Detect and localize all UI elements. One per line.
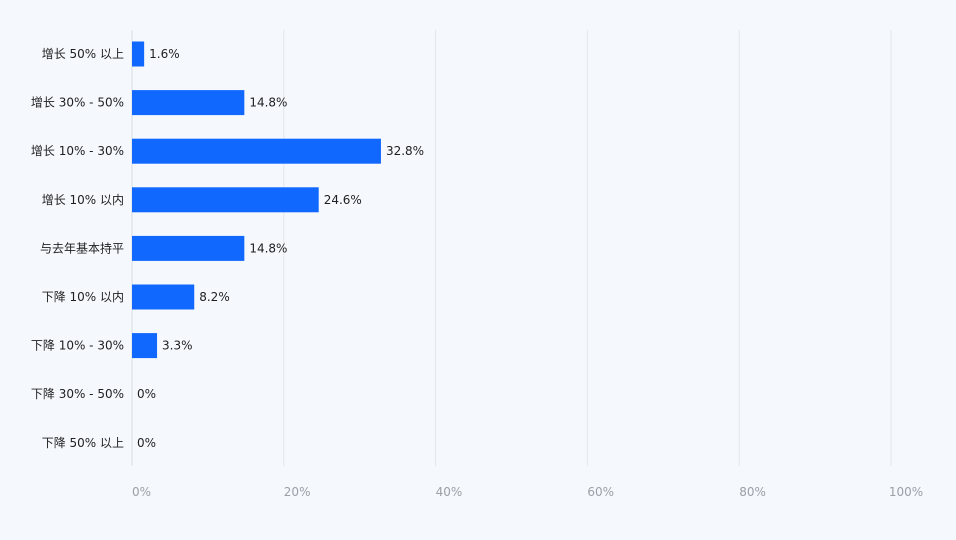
value-label: 14.8% [249, 96, 287, 110]
category-label: 增长 10% 以内 [42, 193, 124, 207]
category-label: 下降 10% - 30% [31, 339, 124, 353]
category-label: 下降 50% 以上 [42, 436, 124, 450]
value-label: 0% [137, 387, 156, 401]
x-tick-label: 60% [587, 485, 614, 499]
category-label: 增长 50% 以上 [42, 47, 124, 61]
value-label: 1.6% [149, 47, 180, 61]
bar [132, 138, 381, 164]
value-label: 14.8% [249, 241, 287, 255]
value-label: 24.6% [324, 193, 362, 207]
x-tick-label: 20% [284, 485, 311, 499]
category-label: 增长 30% - 50% [31, 96, 124, 110]
x-tick-label: 80% [739, 485, 766, 499]
value-label: 32.8% [386, 144, 424, 158]
category-label: 与去年基本持平 [40, 240, 124, 255]
x-tick-label: 40% [436, 485, 463, 499]
bar [132, 333, 158, 359]
value-label: 0% [137, 436, 156, 450]
value-label: 3.3% [162, 339, 193, 353]
bar [132, 284, 195, 310]
bar [132, 187, 319, 213]
bar [132, 90, 245, 116]
value-label: 8.2% [199, 290, 230, 304]
category-label: 增长 10% - 30% [31, 144, 124, 158]
x-tick-label: 0% [132, 485, 151, 499]
bar [132, 235, 245, 261]
category-label: 下降 10% 以内 [42, 290, 124, 304]
bar [132, 41, 145, 67]
category-label: 下降 30% - 50% [31, 387, 124, 401]
x-tick-label: 100% [889, 485, 923, 499]
